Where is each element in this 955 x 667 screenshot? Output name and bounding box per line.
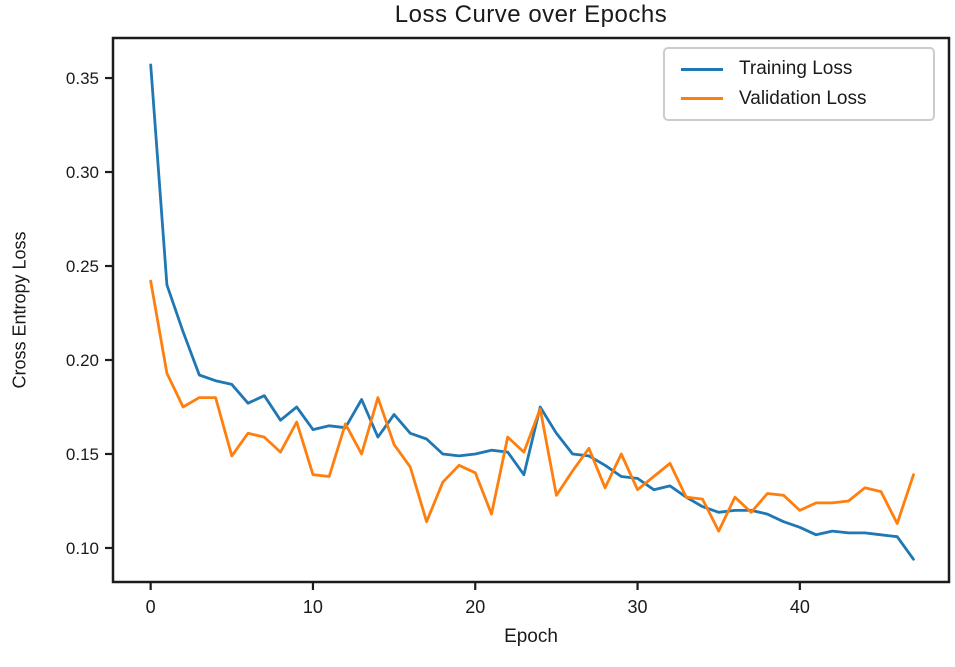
legend-label-training: Training Loss — [739, 58, 853, 80]
legend-entry-validation: Validation Loss — [675, 88, 923, 110]
training-loss-line — [149, 63, 915, 561]
y-tick-label: 0.20 — [66, 351, 99, 370]
x-tick-label: 30 — [628, 597, 648, 617]
legend: Training Loss Validation Loss — [663, 47, 935, 121]
chart-title: Loss Curve over Epochs — [394, 1, 668, 28]
x-axis-label: Epoch — [504, 626, 558, 647]
validation-loss-line-swatch — [681, 97, 723, 101]
x-tick-label: 20 — [465, 597, 485, 617]
training-loss-line-swatch — [681, 67, 723, 71]
y-axis-label: Cross Entropy Loss — [9, 231, 30, 389]
axes-frame — [111, 36, 951, 584]
legend-entry-training: Training Loss — [675, 58, 923, 80]
y-tick-label: 0.30 — [66, 163, 99, 182]
x-tick-label: 40 — [790, 597, 810, 617]
y-tick-label: 0.10 — [66, 539, 99, 558]
y-tick-label: 0.25 — [66, 257, 99, 276]
y-tick-label: 0.35 — [66, 69, 99, 88]
y-tick-label: 0.15 — [66, 445, 99, 464]
x-tick-label: 10 — [303, 597, 323, 617]
legend-label-validation: Validation Loss — [739, 87, 867, 109]
validation-loss-line — [149, 279, 915, 533]
x-tick-label: 0 — [146, 597, 156, 617]
